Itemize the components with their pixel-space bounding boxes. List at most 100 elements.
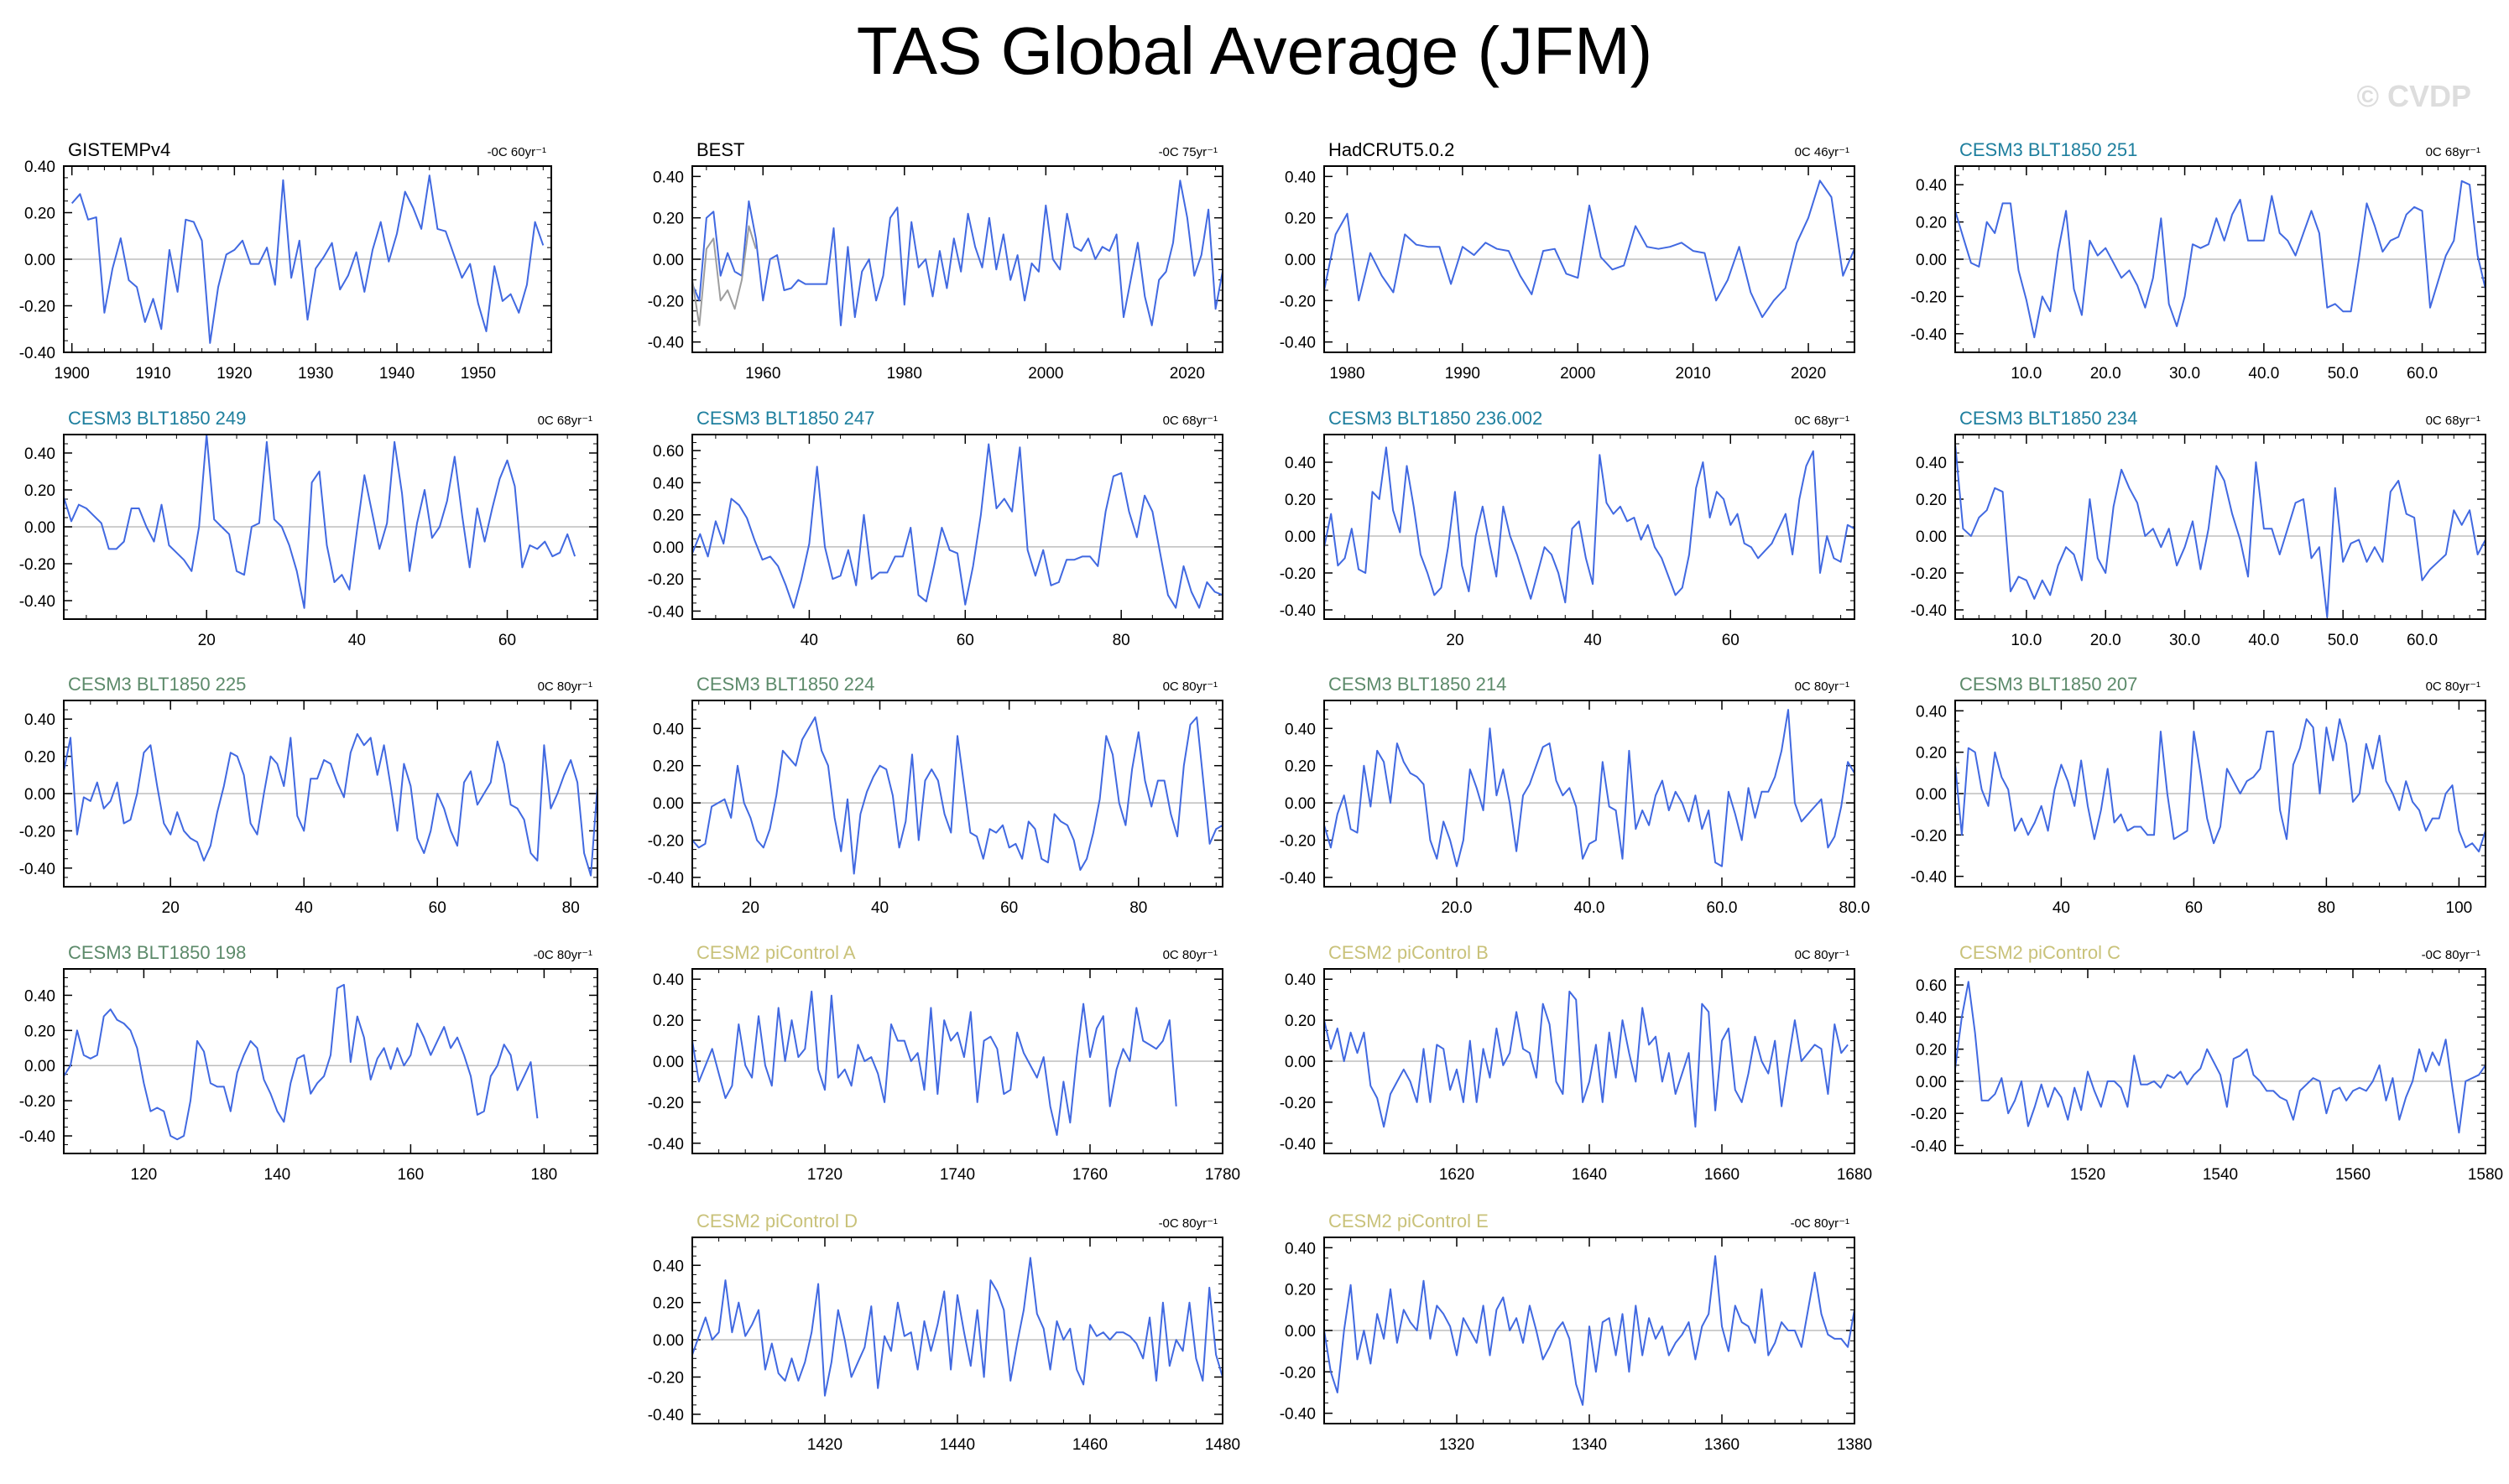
y-tick-label: 0.00 bbox=[1916, 529, 1947, 546]
x-tick-label: 1960 bbox=[745, 365, 780, 383]
trend-label: -0C 80yr⁻¹ bbox=[1159, 1216, 1218, 1231]
y-tick-label: -0.20 bbox=[1280, 1095, 1316, 1112]
y-tick-label: -0.20 bbox=[648, 1370, 684, 1388]
y-tick-label: 0.20 bbox=[653, 1295, 684, 1313]
x-tick-label: 1950 bbox=[461, 365, 496, 383]
x-tick-label: 20 bbox=[198, 632, 216, 649]
x-tick-label: 1980 bbox=[887, 365, 922, 383]
x-tick-label: 1780 bbox=[1205, 1166, 1240, 1184]
panel-title: CESM3 BLT1850 224 bbox=[696, 674, 874, 695]
panel-7: CESM3 BLT1850 234 0C 68yr⁻¹ 0.40 0.20 0.00 -0… bbox=[1911, 408, 2486, 649]
x-tick-label: 20.0 bbox=[2090, 632, 2121, 649]
x-tick-label: 1680 bbox=[1837, 1166, 1872, 1184]
y-tick-label: 0.00 bbox=[24, 786, 55, 804]
y-tick-label: 0.00 bbox=[1285, 529, 1316, 546]
x-tick-label: 40 bbox=[801, 632, 818, 649]
y-tick-label: -0.20 bbox=[648, 571, 684, 589]
x-tick-label: 60.0 bbox=[2407, 365, 2438, 383]
panel-title: CESM2 piControl C bbox=[1959, 942, 2120, 963]
x-tick-label: 1990 bbox=[1445, 365, 1480, 383]
x-tick-label: 80 bbox=[2318, 899, 2335, 917]
y-tick-label: -0.20 bbox=[1280, 565, 1316, 583]
trend-label: 0C 80yr⁻¹ bbox=[2426, 680, 2480, 694]
panel-title: CESM2 piControl A bbox=[696, 942, 856, 963]
y-tick-label: -0.20 bbox=[1911, 565, 1947, 583]
panel-14: CESM2 piControl B 0C 80yr⁻¹ 0.40 0.20 0.00 -0… bbox=[1280, 942, 1872, 1184]
y-tick-label: 0.20 bbox=[24, 482, 55, 500]
y-tick-label: -0.40 bbox=[19, 1128, 55, 1146]
y-tick-label: -0.20 bbox=[1911, 289, 1947, 306]
trend-label: -0C 80yr⁻¹ bbox=[534, 948, 592, 962]
panel-title: CESM3 BLT1850 236.002 bbox=[1328, 408, 1542, 429]
trend-label: 0C 80yr⁻¹ bbox=[1163, 680, 1218, 694]
y-tick-label: 0.00 bbox=[24, 519, 55, 537]
y-tick-label: -0.40 bbox=[1280, 1136, 1316, 1153]
panel-2: HadCRUT5.0.2 0C 46yr⁻¹ 0.40 0.20 0.00 -0.20 -0… bbox=[1280, 139, 1855, 383]
x-tick-label: 50.0 bbox=[2328, 632, 2359, 649]
panel-title: CESM3 BLT1850 249 bbox=[68, 408, 246, 429]
y-tick-label: -0.40 bbox=[648, 603, 684, 621]
series-line-0 bbox=[1323, 446, 1855, 604]
y-tick-label: 0.20 bbox=[24, 1023, 55, 1040]
panel-12: CESM3 BLT1850 198 -0C 80yr⁻¹ 0.40 0.20 0.00 -… bbox=[19, 942, 598, 1184]
panel-title: CESM3 BLT1850 247 bbox=[696, 408, 874, 429]
series-line-0 bbox=[70, 174, 545, 344]
x-tick-label: 2020 bbox=[1170, 365, 1205, 383]
y-tick-label: 0.00 bbox=[1285, 795, 1316, 813]
panel-title: HadCRUT5.0.2 bbox=[1328, 139, 1454, 160]
y-tick-label: 0.20 bbox=[1285, 492, 1316, 509]
panel-title: CESM3 BLT1850 207 bbox=[1959, 674, 2137, 695]
x-tick-label: 100 bbox=[2446, 899, 2473, 917]
panel-frame bbox=[1954, 165, 2486, 353]
x-tick-label: 1580 bbox=[2468, 1166, 2503, 1184]
x-tick-label: 10.0 bbox=[2011, 632, 2042, 649]
y-tick-label: -0.40 bbox=[1911, 326, 1947, 344]
trend-label: 0C 46yr⁻¹ bbox=[1795, 145, 1849, 159]
x-tick-label: 60 bbox=[957, 632, 974, 649]
panel-title: CESM3 BLT1850 234 bbox=[1959, 408, 2137, 429]
y-tick-label: -0.40 bbox=[19, 593, 55, 611]
x-tick-label: 60 bbox=[1722, 632, 1740, 649]
y-tick-label: 0.20 bbox=[1916, 745, 1947, 763]
y-tick-label: 0.40 bbox=[1285, 169, 1316, 186]
y-tick-label: 0.40 bbox=[1916, 455, 1947, 472]
series-line-0 bbox=[1954, 180, 2486, 339]
x-tick-label: 30.0 bbox=[2169, 365, 2200, 383]
y-tick-label: 0.60 bbox=[1916, 977, 1947, 995]
y-tick-label: -0.40 bbox=[648, 1407, 684, 1424]
y-tick-label: -0.40 bbox=[1280, 1406, 1316, 1424]
y-tick-label: -0.40 bbox=[1911, 1138, 1947, 1155]
y-tick-label: -0.20 bbox=[1911, 827, 1947, 845]
y-tick-label: 0.20 bbox=[24, 206, 55, 223]
y-tick-label: 0.00 bbox=[653, 539, 684, 557]
trend-label: 0C 68yr⁻¹ bbox=[2426, 145, 2480, 159]
panel-6: CESM3 BLT1850 236.002 0C 68yr⁻¹ 0.40 0.20 0.… bbox=[1280, 408, 1855, 649]
x-tick-label: 80.0 bbox=[1839, 899, 1870, 917]
y-tick-label: 0.40 bbox=[1285, 721, 1316, 738]
y-tick-label: 0.20 bbox=[1916, 1042, 1947, 1060]
y-tick-label: 0.20 bbox=[653, 1013, 684, 1030]
y-tick-label: -0.20 bbox=[19, 823, 55, 841]
x-tick-label: 1560 bbox=[2335, 1166, 2371, 1184]
y-tick-label: 0.20 bbox=[1285, 1282, 1316, 1299]
x-tick-label: 140 bbox=[264, 1166, 291, 1184]
y-tick-label: 0.20 bbox=[24, 749, 55, 767]
x-tick-label: 80 bbox=[562, 899, 580, 917]
panel-frame bbox=[1323, 700, 1855, 888]
panel-17: CESM2 piControl E -0C 80yr⁻¹ 0.40 0.20 0.00 -… bbox=[1280, 1211, 1872, 1454]
panel-10: CESM3 BLT1850 214 0C 80yr⁻¹ 0.40 0.20 0.00 -0… bbox=[1280, 674, 1870, 917]
trend-label: 0C 68yr⁻¹ bbox=[2426, 414, 2480, 428]
series-line-0 bbox=[691, 716, 1223, 875]
panel-11: CESM3 BLT1850 207 0C 80yr⁻¹ 0.40 0.20 0.00 -0… bbox=[1911, 674, 2486, 917]
x-tick-label: 20.0 bbox=[1442, 899, 1473, 917]
panel-frame bbox=[1954, 434, 2486, 620]
x-tick-label: 60.0 bbox=[2407, 632, 2438, 649]
x-tick-label: 40 bbox=[1584, 632, 1602, 649]
panel-frame bbox=[1323, 165, 1855, 353]
y-tick-label: -0.40 bbox=[1911, 869, 1947, 887]
y-tick-label: 0.20 bbox=[653, 758, 684, 776]
y-tick-label: 0.00 bbox=[653, 1332, 684, 1350]
panel-0: GISTEMPv4 -0C 60yr⁻¹ 0.40 0.20 0.00 -0.20 -0.4… bbox=[19, 139, 552, 383]
panel-frame bbox=[691, 434, 1223, 620]
panel-13: CESM2 piControl A 0C 80yr⁻¹ 0.40 0.20 0.00 -0… bbox=[648, 942, 1240, 1184]
